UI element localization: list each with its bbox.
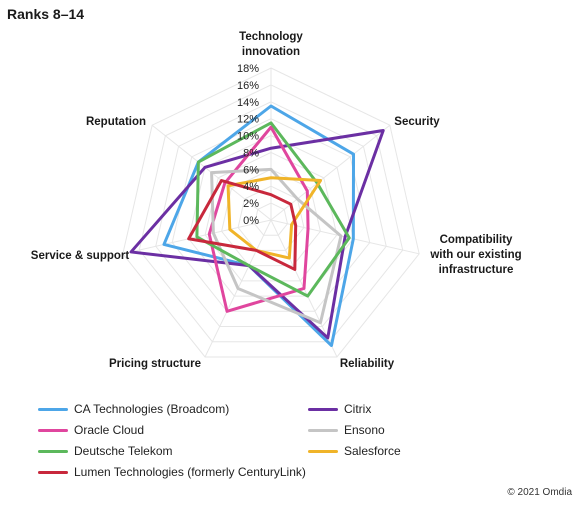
tick-label: 10% xyxy=(237,131,259,143)
legend-label: Lumen Technologies (formerly CenturyLink… xyxy=(74,465,306,479)
legend-item: Oracle Cloud xyxy=(38,423,144,437)
axis-label: Security xyxy=(394,116,440,128)
legend-item: Ensono xyxy=(308,423,385,437)
legend-swatch xyxy=(38,407,68,411)
tick-label: 12% xyxy=(237,114,259,126)
axis-label: Reputation xyxy=(86,116,146,128)
grid-ring xyxy=(138,84,404,343)
tick-label: 14% xyxy=(237,97,259,109)
axis-label: Reliability xyxy=(340,358,395,370)
legend-item: Lumen Technologies (formerly CenturyLink… xyxy=(38,465,306,479)
copyright-footer: © 2021 Omdia xyxy=(507,487,572,498)
axis-label: Technology innovation xyxy=(239,31,303,58)
legend-swatch xyxy=(308,407,338,411)
series-line-1 xyxy=(129,128,385,340)
legend-item: CA Technologies (Broadcom) xyxy=(38,402,229,416)
legend-label: CA Technologies (Broadcom) xyxy=(74,402,230,416)
series-line-0 xyxy=(162,104,356,348)
tick-label: 4% xyxy=(243,181,259,193)
legend-label: Salesforce xyxy=(344,444,401,458)
grid-ring xyxy=(253,202,289,236)
legend-swatch xyxy=(308,428,338,432)
legend-item: Deutsche Telekom xyxy=(38,444,173,458)
tick-label: 8% xyxy=(243,147,259,159)
grid-ring xyxy=(188,135,354,297)
tick-label: 6% xyxy=(243,164,259,176)
series-line-4 xyxy=(195,121,351,298)
tick-label: 16% xyxy=(237,80,259,92)
tick-label: 0% xyxy=(243,215,259,227)
legend-label: Citrix xyxy=(344,402,372,416)
legend-swatch xyxy=(308,449,338,453)
legend-swatch xyxy=(38,470,68,474)
grid-ring xyxy=(237,185,305,251)
legend-label: Deutsche Telekom xyxy=(74,444,173,458)
legend-item: Salesforce xyxy=(308,444,401,458)
axis-label: Service & support xyxy=(31,250,130,262)
axis-label: Compatibility with our existing infrastruc… xyxy=(429,234,521,276)
grid-ring xyxy=(155,101,387,328)
legend-label: Oracle Cloud xyxy=(74,423,145,437)
legend-item: Citrix xyxy=(308,402,371,416)
axis-label: Pricing structure xyxy=(109,358,201,370)
chart-title: Ranks 8–14 xyxy=(7,6,85,22)
series-line-5 xyxy=(226,176,323,260)
grid-ring xyxy=(122,67,420,358)
tick-label: 18% xyxy=(237,63,259,75)
legend-label: Ensono xyxy=(344,423,385,437)
legend-swatch xyxy=(38,449,68,453)
series-line-6 xyxy=(187,179,298,271)
tick-label: 2% xyxy=(243,198,259,210)
legend-swatch xyxy=(38,428,68,432)
